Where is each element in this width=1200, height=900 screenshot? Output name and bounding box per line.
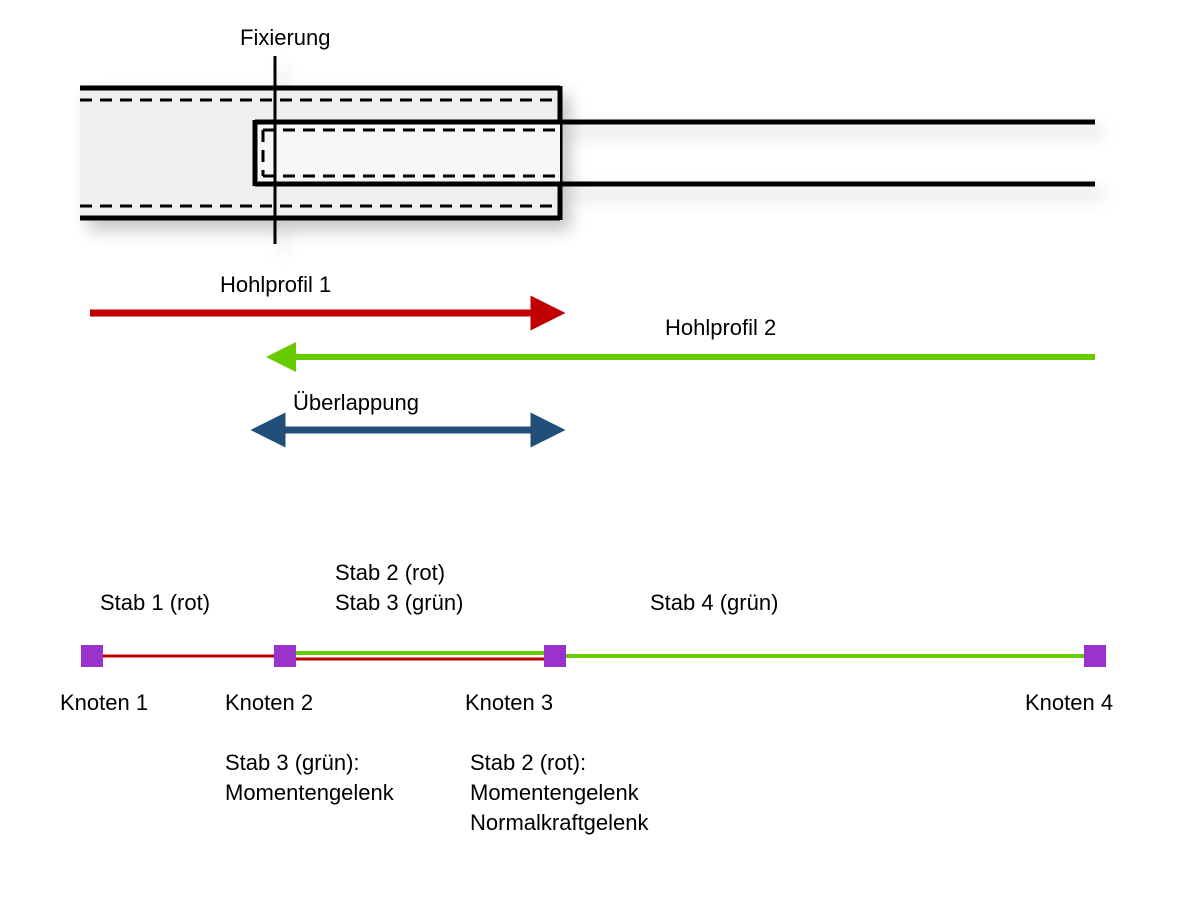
- label-hohlprofil1: Hohlprofil 1: [220, 272, 331, 298]
- label-ueberlappung: Überlappung: [293, 390, 419, 416]
- label-stab3-note-1: Stab 3 (grün):: [225, 750, 360, 776]
- label-stab1: Stab 1 (rot): [100, 590, 210, 616]
- label-stab2: Stab 2 (rot): [335, 560, 445, 586]
- member-lines: [92, 653, 1095, 659]
- label-stab3: Stab 3 (grün): [335, 590, 463, 616]
- label-stab2-note-2: Momentengelenk: [470, 780, 639, 806]
- label-knoten2: Knoten 2: [225, 690, 313, 716]
- label-fixierung: Fixierung: [240, 25, 330, 51]
- node-4: [1084, 645, 1106, 667]
- label-hohlprofil2: Hohlprofil 2: [665, 315, 776, 341]
- label-stab4: Stab 4 (grün): [650, 590, 778, 616]
- label-knoten4: Knoten 4: [1025, 690, 1113, 716]
- label-stab2-note-1: Stab 2 (rot):: [470, 750, 586, 776]
- node-2: [274, 645, 296, 667]
- engineering-diagram: [0, 0, 1200, 900]
- node-3: [544, 645, 566, 667]
- label-knoten1: Knoten 1: [60, 690, 148, 716]
- label-stab3-note-2: Momentengelenk: [225, 780, 394, 806]
- label-knoten3: Knoten 3: [465, 690, 553, 716]
- label-stab2-note-3: Normalkraftgelenk: [470, 810, 649, 836]
- node-1: [81, 645, 103, 667]
- profile-cross-section: [80, 56, 1095, 244]
